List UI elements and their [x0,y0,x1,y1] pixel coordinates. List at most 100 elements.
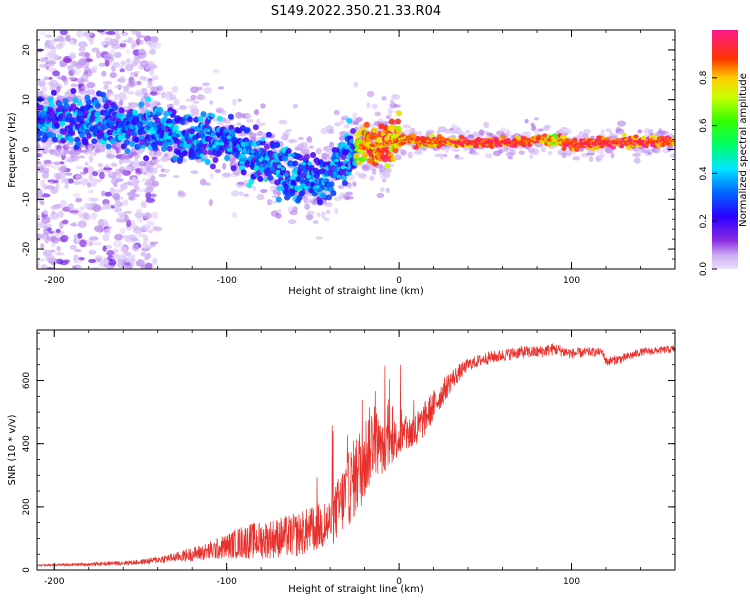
heatmap-cell [145,96,152,103]
heatmap-cell [89,236,99,241]
heatmap-cell [443,128,452,134]
heatmap-cell [49,79,59,87]
heatmap-cell [209,100,214,105]
colorbar-tick-label: 0.2 [699,214,709,228]
heatmap-cell [243,193,250,197]
heatmap-cell [114,233,123,241]
heatmap-cell [203,87,212,94]
heatmap-cell [167,150,176,158]
heatmap-cell [170,109,177,116]
heatmap-cell [341,180,348,187]
heatmap-cell [49,212,60,220]
heatmap-cell [157,106,164,113]
heatmap-cell [98,62,106,68]
heatmap-cell [87,144,94,151]
heatmap-cell [58,166,68,173]
heatmap-cell [661,130,669,135]
heatmap-cell [326,194,333,201]
heatmap-cell [77,41,88,48]
heatmap-cell [209,163,216,170]
heatmap-cell [190,170,199,174]
heatmap-cell [101,70,107,77]
heatmap-cell [584,132,589,138]
heatmap-cell [115,33,121,40]
heatmap-cell [443,153,448,158]
heatmap-cell [625,145,631,150]
heatmap-cell [54,252,65,256]
x-tick-label: 0 [396,276,402,286]
heatmap-cell [339,141,346,148]
heatmap-cell [252,185,257,191]
heatmap-cell [230,165,237,172]
heatmap-cell [139,75,147,81]
heatmap-cell [504,130,512,137]
heatmap-cell [151,75,159,81]
heatmap-cell [315,185,320,189]
heatmap-cell [94,102,101,109]
heatmap-cell [200,111,207,118]
heatmap-cell [605,146,613,154]
heatmap-cell [621,132,627,138]
heatmap-cell [465,129,471,134]
heatmap-cell [244,127,251,134]
heatmap-cell [80,205,85,211]
heatmap-cell [62,144,70,151]
heatmap-cell [131,42,136,50]
heatmap-cell [114,200,120,206]
heatmap-cell [590,135,595,140]
heatmap-cell [202,82,210,87]
heatmap-cell [263,143,270,150]
heatmap-cell [353,81,359,88]
heatmap-cell [37,135,42,142]
heatmap-cell [68,136,75,143]
heatmap-cell [82,90,89,96]
heatmap-cell [40,126,47,133]
heatmap-cell [376,192,385,198]
heatmap-cell [199,153,204,158]
y-tick-label: 20 [22,44,32,56]
heatmap-cell [109,38,120,46]
heatmap-cell [119,183,128,190]
heatmap-cell [68,70,74,76]
heatmap-cell [53,53,59,61]
heatmap-cell [305,213,314,221]
heatmap-cell [83,31,93,38]
heatmap-cell [347,184,353,190]
heatmap-cell [88,258,97,264]
heatmap-cell [227,113,234,120]
heatmap-cell [214,168,221,174]
heatmap-cell [196,94,206,101]
figure-title: S149.2022.350.21.33.R04 [271,4,441,19]
heatmap-cell [148,150,157,157]
y-tick-label: -10 [22,192,32,207]
x-tick-label: -200 [44,577,65,587]
heatmap-cell [136,38,141,46]
heatmap-cell [278,119,288,125]
heatmap-cell [43,159,52,165]
heatmap-cell [87,165,94,170]
heatmap-cell [133,186,140,191]
heatmap-cell [89,241,93,246]
heatmap-cell [257,122,266,127]
heatmap-cell [65,172,73,176]
heatmap-cell [104,59,110,67]
heatmap-cell [292,104,298,109]
heatmap-cell [298,187,303,191]
heatmap-cell [188,104,198,110]
heatmap-cell [141,144,146,149]
heatmap-cell [389,99,395,104]
heatmap-cell [114,51,122,59]
heatmap-cell [125,58,131,64]
heatmap-cell [192,100,200,104]
heatmap-cell [180,137,185,142]
heatmap-cell [500,134,506,139]
heatmap-cell [99,171,105,180]
heatmap-cell [64,178,69,185]
heatmap-cell [300,141,308,148]
heatmap-cell [317,199,323,206]
heatmap-cell [600,129,605,135]
heatmap-cell [275,196,282,203]
heatmap-cell [167,111,173,115]
heatmap-cell [67,158,74,163]
heatmap-cell [75,140,82,147]
